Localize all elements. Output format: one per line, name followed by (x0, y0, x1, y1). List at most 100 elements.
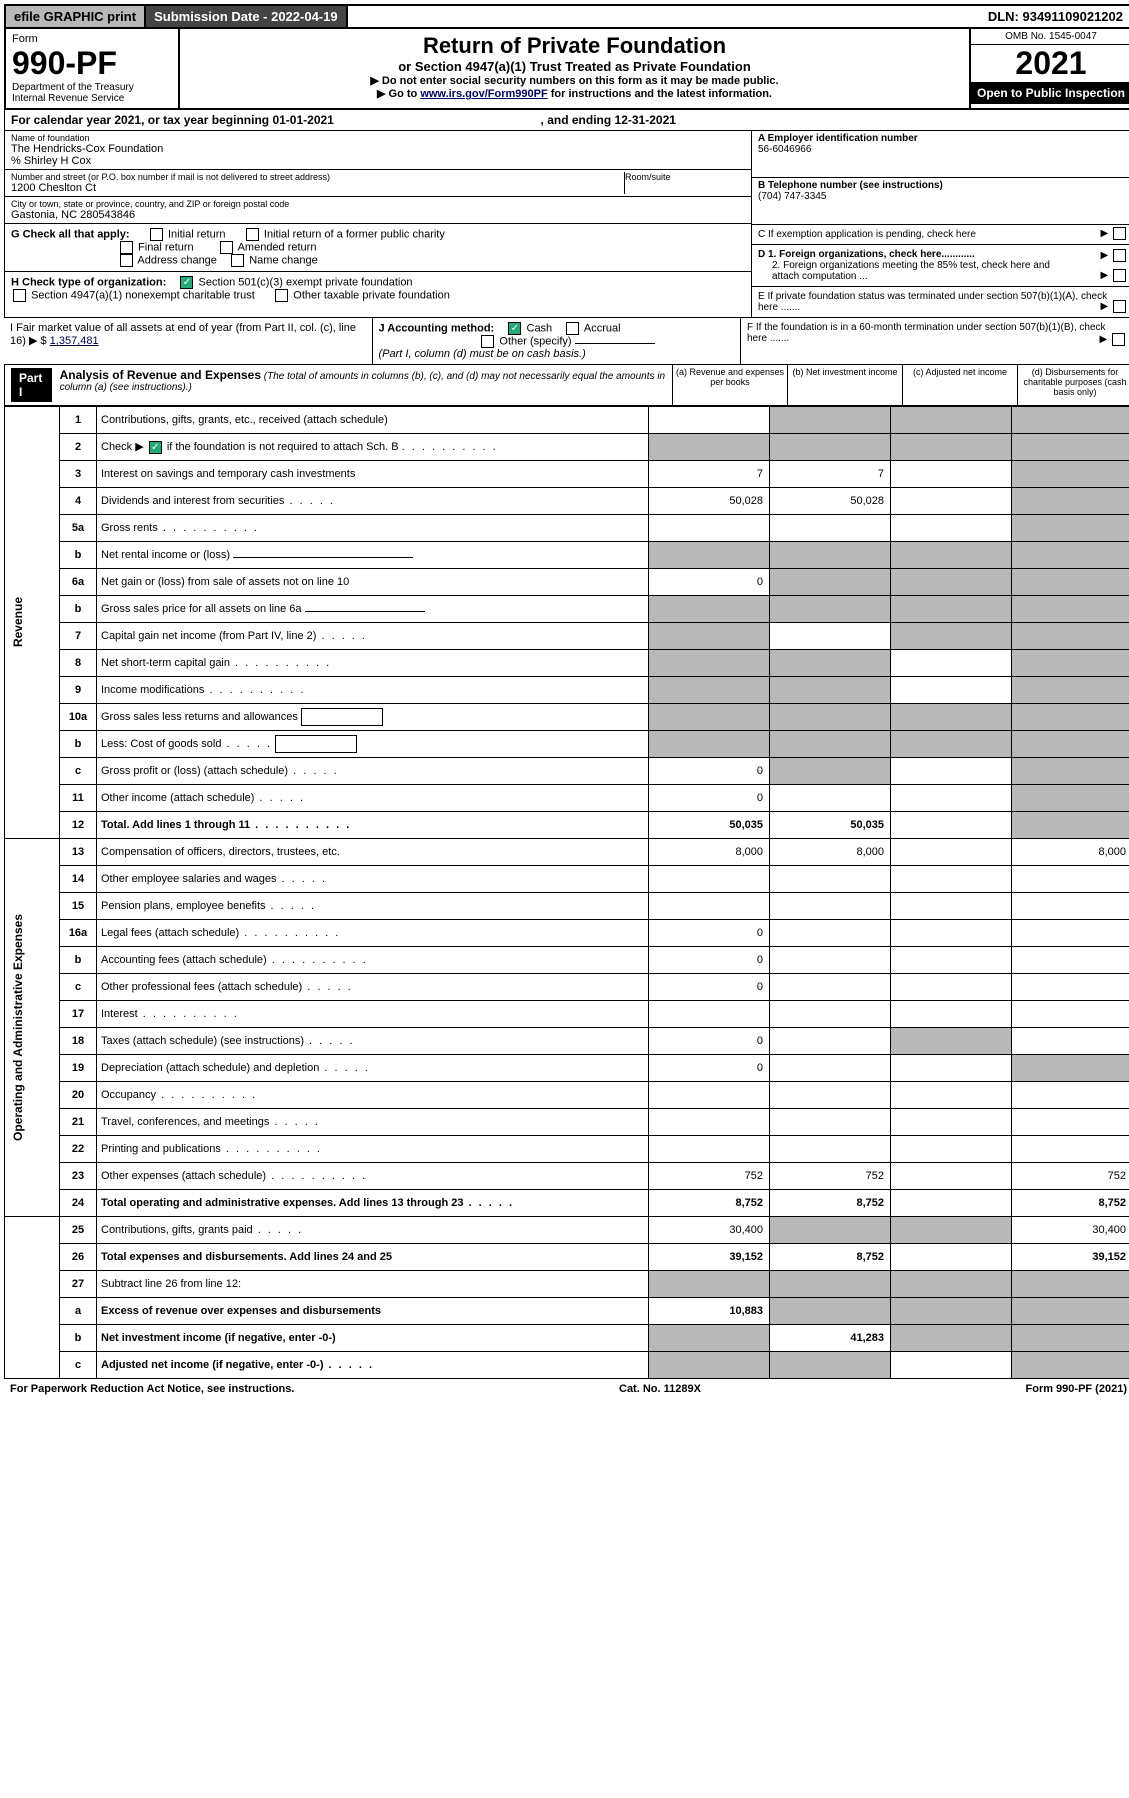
checkbox-501c3[interactable] (180, 276, 193, 289)
l13-d: 8,000 (1012, 839, 1129, 866)
checkbox-address-change[interactable] (120, 254, 133, 267)
l13-a: 8,000 (649, 839, 770, 866)
l25-d: 30,400 (1012, 1217, 1129, 1244)
line-16c: c Other professional fees (attach schedu… (5, 974, 1129, 1001)
line-13: Operating and Administrative Expenses 13… (5, 839, 1129, 866)
line-27a: a Excess of revenue over expenses and di… (5, 1298, 1129, 1325)
l26-d: 39,152 (1012, 1244, 1129, 1271)
checkbox-cash[interactable] (508, 322, 521, 335)
col-d-header: (d) Disbursements for charitable purpose… (1017, 365, 1129, 405)
line-10b: b Less: Cost of goods sold (5, 731, 1129, 758)
checkbox-sch-b-not-required[interactable] (149, 441, 162, 454)
section-c: C If exemption application is pending, c… (752, 225, 1129, 245)
line-5a: 5a Gross rents (5, 515, 1129, 542)
form-ref: Form 990-PF (2021) (1026, 1383, 1127, 1395)
l24-b: 8,752 (770, 1190, 891, 1217)
catalog-number: Cat. No. 11289X (619, 1383, 701, 1395)
year-block: OMB No. 1545-0047 2021 Open to Public In… (969, 29, 1129, 108)
l27b-b: 41,283 (770, 1325, 891, 1352)
col-a-header: (a) Revenue and expenses per books (672, 365, 787, 405)
l16a-a: 0 (649, 920, 770, 947)
form-number: 990-PF (12, 45, 172, 82)
checkbox-60-month[interactable] (1112, 333, 1125, 346)
section-ij: I Fair market value of all assets at end… (4, 318, 1129, 365)
checkbox-other-method[interactable] (481, 335, 494, 348)
l18-a: 0 (649, 1028, 770, 1055)
checkbox-accrual[interactable] (566, 322, 579, 335)
care-of: % Shirley H Cox (11, 155, 745, 167)
section-f: F If the foundation is in a 60-month ter… (740, 318, 1129, 364)
checkbox-exemption-pending[interactable] (1113, 227, 1126, 240)
l4-b: 50,028 (770, 488, 891, 515)
omb-number: OMB No. 1545-0047 (971, 29, 1129, 45)
fmv-value[interactable]: 1,357,481 (50, 335, 99, 347)
l16c-a: 0 (649, 974, 770, 1001)
line-10c: c Gross profit or (loss) (attach schedul… (5, 758, 1129, 785)
line-27c: c Adjusted net income (if negative, ente… (5, 1352, 1129, 1379)
ein-cell: A Employer identification number 56-6046… (752, 131, 1129, 178)
tax-year: 2021 (971, 45, 1129, 82)
entity-info: Name of foundation The Hendricks-Cox Fou… (4, 131, 1129, 318)
line-19: 19 Depreciation (attach schedule) and de… (5, 1055, 1129, 1082)
paperwork-notice: For Paperwork Reduction Act Notice, see … (10, 1383, 294, 1395)
irs: Internal Revenue Service (12, 93, 172, 104)
l23-a: 752 (649, 1163, 770, 1190)
line-7: 7 Capital gain net income (from Part IV,… (5, 623, 1129, 650)
dept-treasury: Department of the Treasury (12, 82, 172, 93)
checkbox-foreign-org[interactable] (1113, 249, 1126, 262)
line-8: 8 Net short-term capital gain (5, 650, 1129, 677)
checkbox-final-return[interactable] (120, 241, 133, 254)
form-header: Form 990-PF Department of the Treasury I… (4, 29, 1129, 110)
line-22: 22 Printing and publications (5, 1136, 1129, 1163)
part1-header-row: Part I Analysis of Revenue and Expenses … (4, 365, 1129, 406)
foundation-name-cell: Name of foundation The Hendricks-Cox Fou… (5, 131, 751, 170)
line-21: 21 Travel, conferences, and meetings (5, 1109, 1129, 1136)
checkbox-other-taxable[interactable] (275, 289, 288, 302)
revenue-side-label: Revenue (9, 593, 27, 651)
l23-d: 752 (1012, 1163, 1129, 1190)
section-h: H Check type of organization: Section 50… (5, 272, 751, 306)
line-27: 27 Subtract line 26 from line 12: (5, 1271, 1129, 1298)
line-3: 3 Interest on savings and temporary cash… (5, 461, 1129, 488)
city-state-zip: Gastonia, NC 280543846 (11, 209, 745, 221)
l4-a: 50,028 (649, 488, 770, 515)
line-11: 11 Other income (attach schedule) 0 (5, 785, 1129, 812)
line-9: 9 Income modifications (5, 677, 1129, 704)
form-subtitle: or Section 4947(a)(1) Trust Treated as P… (186, 59, 963, 74)
l26-b: 8,752 (770, 1244, 891, 1271)
section-e: E If private foundation status was termi… (752, 287, 1129, 317)
l26-a: 39,152 (649, 1244, 770, 1271)
section-d: D 1. Foreign organizations, check here..… (752, 245, 1129, 287)
checkbox-amended-return[interactable] (220, 241, 233, 254)
ein-value: 56-6046966 (758, 144, 811, 155)
checkbox-85pct[interactable] (1113, 269, 1126, 282)
page-footer: For Paperwork Reduction Act Notice, see … (4, 1379, 1129, 1399)
line-23: 23 Other expenses (attach schedule) 752 … (5, 1163, 1129, 1190)
line-5b: b Net rental income or (loss) (5, 542, 1129, 569)
line-16b: b Accounting fees (attach schedule) 0 (5, 947, 1129, 974)
checkbox-initial-former[interactable] (246, 228, 259, 241)
line-16a: 16a Legal fees (attach schedule) 0 (5, 920, 1129, 947)
line-25: 25 Contributions, gifts, grants paid 30,… (5, 1217, 1129, 1244)
line-2: 2 Check ▶ if the foundation is not requi… (5, 434, 1129, 461)
line-6a: 6a Net gain or (loss) from sale of asset… (5, 569, 1129, 596)
form-title: Return of Private Foundation (186, 33, 963, 59)
part1-title: Analysis of Revenue and Expenses (60, 368, 261, 382)
expenses-side-label: Operating and Administrative Expenses (9, 910, 27, 1145)
checkbox-initial-return[interactable] (150, 228, 163, 241)
line-18: 18 Taxes (attach schedule) (see instruct… (5, 1028, 1129, 1055)
l13-b: 8,000 (770, 839, 891, 866)
part1-table: Revenue 1 Contributions, gifts, grants, … (4, 406, 1129, 1379)
street-address: 1200 Cheslton Ct (11, 182, 624, 194)
l27a-a: 10,883 (649, 1298, 770, 1325)
calendar-year-row: For calendar year 2021, or tax year begi… (4, 110, 1129, 131)
l6a-a: 0 (649, 569, 770, 596)
l11-a: 0 (649, 785, 770, 812)
checkbox-status-terminated[interactable] (1113, 300, 1126, 313)
l3-a: 7 (649, 461, 770, 488)
form990pf-link[interactable]: www.irs.gov/Form990PF (420, 88, 547, 100)
line-15: 15 Pension plans, employee benefits (5, 893, 1129, 920)
checkbox-name-change[interactable] (231, 254, 244, 267)
l25-a: 30,400 (649, 1217, 770, 1244)
checkbox-4947[interactable] (13, 289, 26, 302)
